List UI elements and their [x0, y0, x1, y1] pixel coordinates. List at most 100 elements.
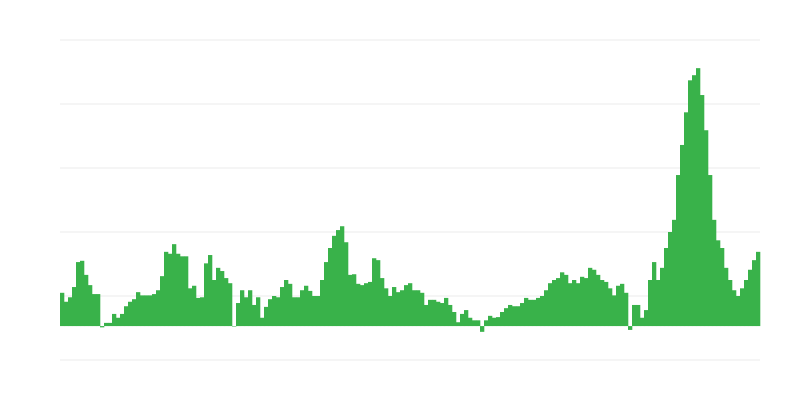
bar: [520, 303, 525, 327]
bar: [80, 260, 85, 327]
bar: [272, 296, 277, 327]
bar: [252, 304, 257, 327]
bar: [508, 304, 513, 327]
bar: [384, 288, 389, 327]
bar: [532, 299, 537, 327]
bar: [184, 256, 189, 327]
bar: [212, 280, 217, 327]
bar: [524, 297, 529, 327]
bar: [568, 283, 573, 327]
bar: [312, 296, 317, 327]
bar: [248, 290, 253, 327]
bar: [640, 317, 645, 327]
bar: [680, 144, 685, 327]
bar: [196, 297, 201, 327]
bar: [700, 95, 705, 327]
bar: [676, 175, 681, 327]
bars: [60, 68, 761, 332]
bar: [88, 285, 93, 327]
bar: [100, 326, 105, 328]
bar: [580, 276, 585, 327]
bar: [632, 304, 637, 327]
bar: [292, 297, 297, 327]
bar: [392, 287, 397, 327]
bar: [556, 278, 561, 327]
bar: [280, 287, 285, 327]
bar: [348, 274, 353, 327]
bar: [544, 290, 549, 327]
bar: [356, 283, 361, 327]
bar: [276, 297, 281, 327]
bar: [220, 271, 225, 327]
bar: [688, 80, 693, 327]
bar: [256, 297, 261, 327]
bar: [644, 310, 649, 327]
bar: [412, 290, 417, 327]
bar: [668, 232, 673, 327]
bar: [740, 288, 745, 327]
bar: [364, 283, 369, 327]
bar: [200, 297, 205, 327]
bar: [756, 251, 761, 327]
bar: [436, 301, 441, 327]
bar: [620, 283, 625, 327]
bar: [308, 290, 313, 327]
bar: [672, 219, 677, 327]
bar: [452, 312, 457, 327]
bar: [448, 304, 453, 327]
bar: [712, 219, 717, 327]
bar: [504, 308, 509, 327]
bar: [416, 290, 421, 327]
bar: [140, 295, 145, 327]
bar: [728, 280, 733, 327]
bar: [536, 297, 541, 327]
bar: [596, 274, 601, 327]
bar: [336, 230, 341, 327]
bar: [696, 68, 701, 327]
bar: [432, 299, 437, 327]
bar: [160, 276, 165, 327]
bar: [332, 235, 337, 327]
bar: [152, 294, 157, 327]
bar: [360, 285, 365, 327]
bar: [328, 248, 333, 327]
bar: [188, 288, 193, 327]
bar: [76, 262, 81, 327]
bar: [172, 244, 177, 327]
bar: [476, 320, 481, 327]
bar: [304, 285, 309, 327]
bar: [144, 295, 149, 327]
bar: [388, 296, 393, 327]
bar: [164, 251, 169, 327]
bar: [120, 313, 125, 327]
bar: [128, 301, 133, 327]
bar: [236, 303, 241, 327]
bar: [324, 262, 329, 327]
bar: [232, 326, 237, 327]
bar: [180, 256, 185, 327]
bar: [720, 248, 725, 327]
bar: [116, 317, 121, 327]
bar: [60, 292, 65, 327]
bar: [572, 280, 577, 327]
bar: [368, 281, 373, 327]
bar: [664, 248, 669, 327]
bar: [108, 322, 113, 327]
bar: [484, 320, 489, 327]
bar: [268, 299, 273, 327]
bar: [344, 242, 349, 327]
bar: [576, 283, 581, 327]
bar: [72, 287, 77, 327]
bar: [372, 258, 377, 327]
bar: [380, 278, 385, 327]
bar: [468, 317, 473, 327]
bar: [744, 280, 749, 327]
bar: [736, 296, 741, 327]
bar: [408, 283, 413, 327]
bar: [464, 310, 469, 327]
bar: [604, 281, 609, 327]
bar: [512, 306, 517, 327]
bar: [612, 295, 617, 327]
bar: [656, 280, 661, 327]
bar: [204, 263, 209, 327]
